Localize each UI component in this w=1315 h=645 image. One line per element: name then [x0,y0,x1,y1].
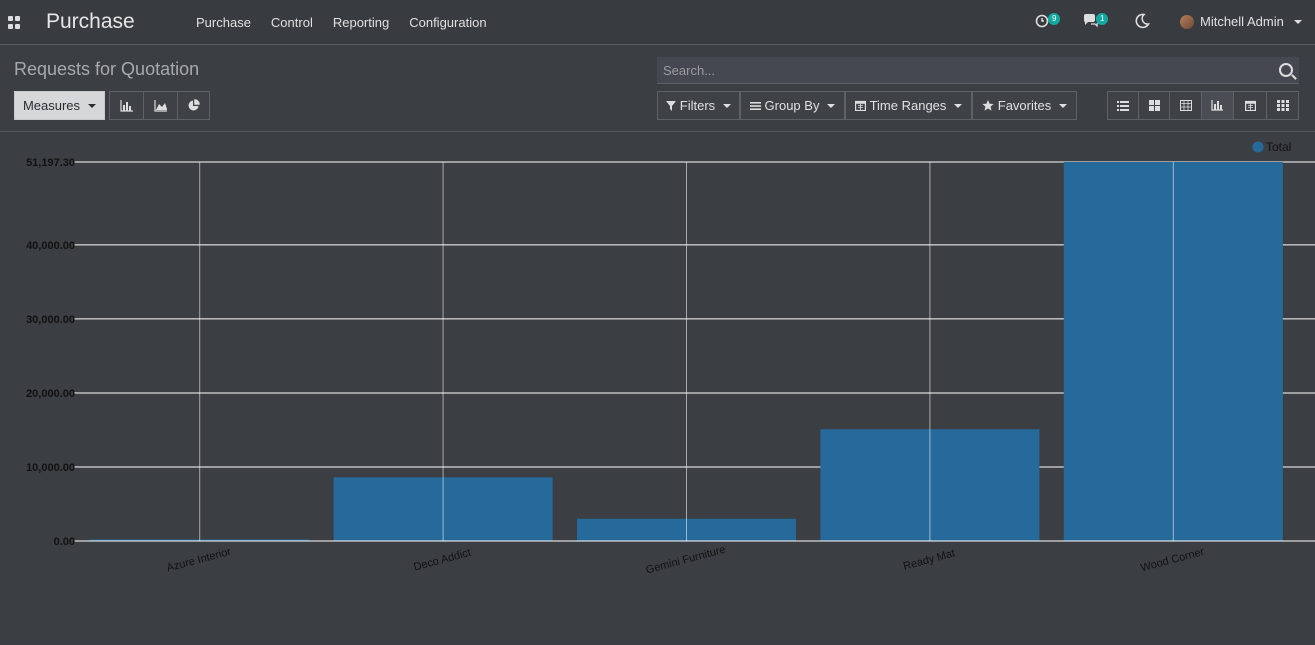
list-bars-icon [749,101,761,110]
activity-button[interactable]: 9 [1035,12,1061,32]
y-tick-label: 30,000.00 [26,314,75,326]
star-icon [982,100,994,111]
bar-chart-icon [119,99,133,112]
view-calendar-button[interactable] [1233,91,1267,120]
x-tick-label: Gemini Furniture [645,544,727,577]
time-ranges-label: Time Ranges [869,98,947,113]
groupby-button[interactable]: Group By [740,91,845,120]
view-pivot-button[interactable] [1169,91,1202,120]
bar-chart-button[interactable] [109,91,144,120]
line-chart-button[interactable] [143,91,178,120]
search-input[interactable] [657,57,1269,84]
x-tick-label: Ready Mat [902,547,956,572]
control-panel: Requests for Quotation Measures Filters … [0,45,1315,132]
favorites-button[interactable]: Favorites [972,91,1077,120]
app-brand[interactable]: Purchase [46,10,135,33]
graph-view-icon [1211,100,1223,111]
y-tick-label: 20,000.00 [26,388,75,400]
legend-label-total[interactable]: Total [1266,140,1291,154]
view-kanban-button[interactable] [1138,91,1170,120]
time-ranges-button[interactable]: Time Ranges [845,91,972,120]
top-menu: Purchase Control Reporting Configuration [196,15,487,30]
area-chart-icon [153,99,167,112]
chevron-down-icon [88,103,97,108]
dark-mode-toggle[interactable] [1134,13,1150,33]
filter-icon [665,100,676,111]
user-name: Mitchell Admin [1200,14,1284,29]
filters-label: Filters [679,98,716,113]
legend-swatch[interactable] [1252,141,1264,153]
apps-menu-icon[interactable] [8,16,21,29]
graph-view: 0.00 10,000.00 20,000.00 30,000.00 40,000.00… [0,132,1315,640]
measures-button[interactable]: Measures [14,91,105,120]
messages-button[interactable]: 1 [1083,12,1109,32]
chevron-down-icon [1293,19,1302,24]
main-navbar: Purchase Purchase Control Reporting Conf… [0,0,1315,45]
view-list-button[interactable] [1107,91,1139,120]
pie-chart-icon [188,99,200,111]
kanban-view-icon [1148,100,1160,111]
pie-chart-button[interactable] [177,91,210,120]
table-view-icon [1179,100,1192,111]
menu-item-reporting[interactable]: Reporting [332,15,390,30]
x-tick-label: Azure Interior [165,546,232,575]
list-view-icon [1117,100,1129,111]
search-icon[interactable] [1279,63,1293,77]
favorites-label: Favorites [997,98,1052,113]
calendar-view-icon [1244,100,1256,111]
view-grid-button[interactable] [1266,91,1299,120]
moon-icon [1135,13,1150,29]
avatar [1180,14,1194,29]
messages-count-badge: 1 [1096,13,1109,25]
page-title: Requests for Quotation [14,59,200,79]
y-tick-label: 51,197.30 [26,157,75,169]
menu-item-configuration[interactable]: Configuration [409,15,487,30]
menu-item-purchase[interactable]: Purchase [196,15,251,30]
search-bar [657,57,1299,84]
y-tick-label: 0.00 [54,536,75,548]
chevron-down-icon [827,103,836,108]
x-tick-label: Wood Corner [1139,546,1205,575]
view-graph-button[interactable] [1201,91,1234,120]
calendar-icon [854,100,866,111]
x-tick-label: Deco Addict [412,547,472,574]
chevron-down-icon [1059,103,1068,108]
groupby-label: Group By [764,98,820,113]
menu-item-control[interactable]: Control [270,15,313,30]
filters-button[interactable]: Filters [657,91,740,120]
y-tick-label: 10,000.00 [26,462,75,474]
grid-view-icon [1276,100,1289,111]
bar-chart: 0.00 10,000.00 20,000.00 30,000.00 40,000.00… [26,140,1315,577]
user-menu[interactable]: Mitchell Admin [1180,14,1302,29]
activity-count-badge: 9 [1048,13,1061,25]
chevron-down-icon [954,103,963,108]
measures-label: Measures [22,98,81,113]
chevron-down-icon [723,103,732,108]
y-tick-label: 40,000.00 [26,240,75,252]
clock-icon [1035,14,1049,28]
